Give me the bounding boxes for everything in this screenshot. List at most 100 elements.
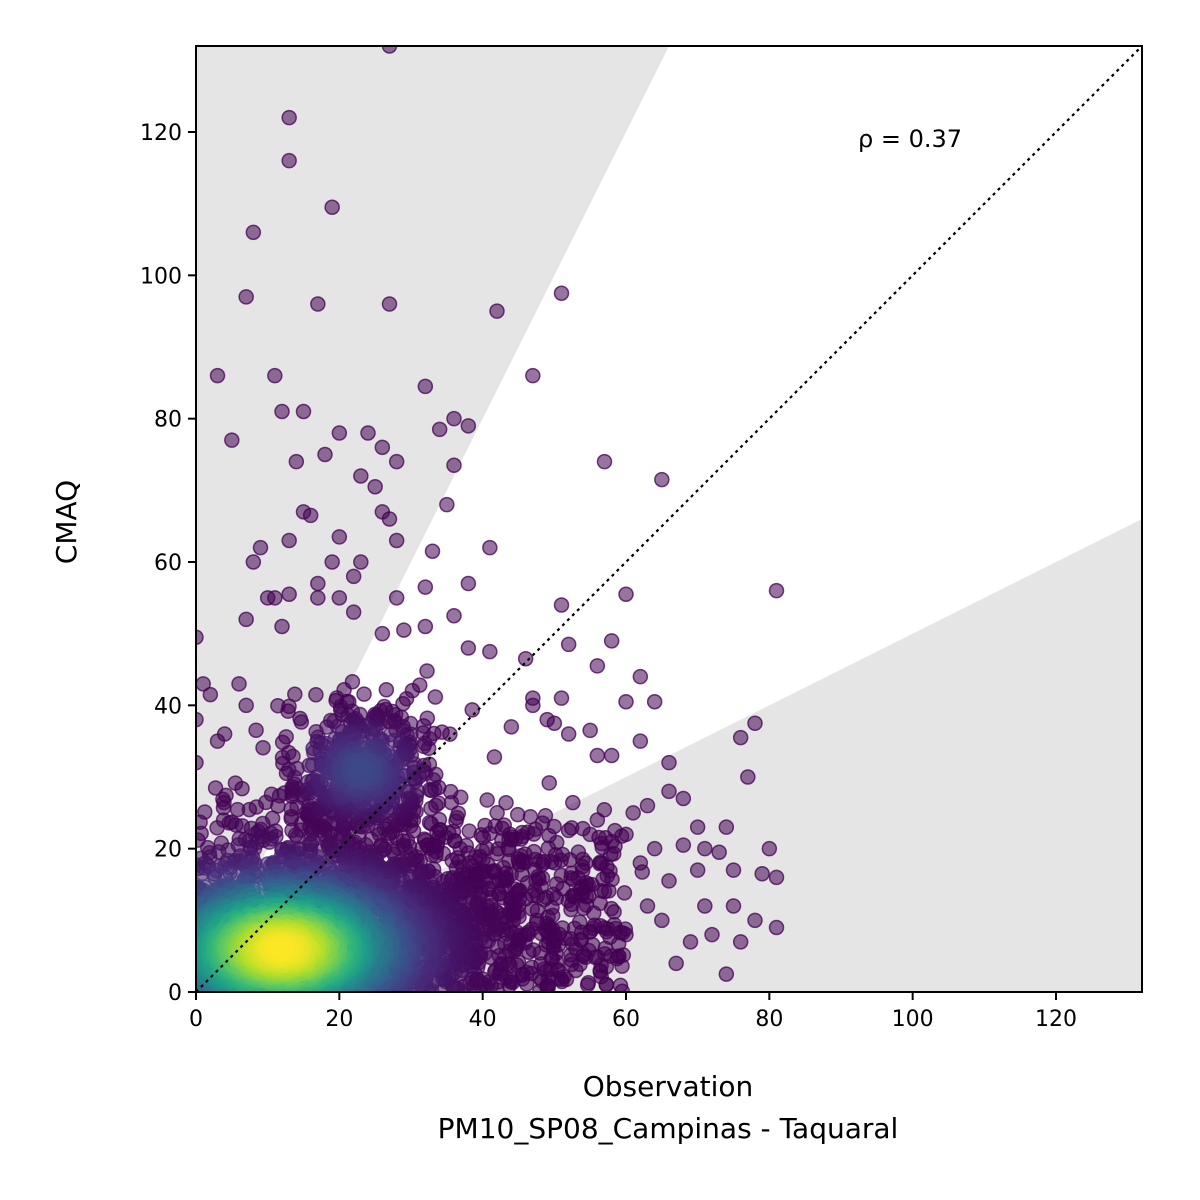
outlier-point (374, 439, 391, 456)
density-point (378, 682, 395, 698)
outlier-point (374, 625, 391, 642)
outlier-point (482, 539, 498, 556)
density-point (278, 729, 294, 745)
outlier-point (460, 640, 477, 656)
density-point (634, 864, 650, 880)
outlier-point (768, 582, 785, 599)
outlier-point (417, 618, 434, 635)
outlier-point (381, 511, 398, 527)
outlier-point (310, 296, 326, 312)
outlier-point (424, 543, 441, 559)
outlier-point (546, 715, 563, 731)
x-tick-label: 20 (325, 1007, 353, 1032)
outlier-point (625, 805, 641, 821)
outlier-point (317, 446, 333, 463)
outlier-point (381, 46, 398, 54)
correlation-annotation: ρ = 0.37 (858, 125, 962, 153)
density-point (209, 820, 225, 836)
outlier-point (267, 367, 283, 384)
outlier-point (460, 575, 477, 592)
outlier-point (238, 611, 254, 628)
density-point (596, 802, 613, 818)
x-tick-label: 80 (755, 1007, 783, 1032)
outlier-point (310, 575, 326, 592)
outlier-point (553, 690, 570, 706)
outlier-point (697, 840, 713, 857)
x-tick-label: 120 (1035, 1007, 1077, 1032)
outlier-point (675, 790, 692, 807)
outlier-point (267, 590, 283, 606)
density-point (421, 814, 438, 831)
outlier-point (238, 289, 254, 305)
outlier-point (209, 733, 226, 749)
density-point (540, 840, 557, 856)
density-point (461, 823, 478, 839)
outlier-point (417, 378, 434, 395)
outlier-point (310, 590, 326, 606)
outlier-point (754, 866, 770, 882)
outlier-point (345, 568, 362, 585)
x-tick-label: 0 (189, 1007, 203, 1032)
outlier-point (632, 733, 649, 749)
outlier-point (196, 754, 204, 771)
y-tick-label: 0 (168, 981, 182, 1006)
x-tick-label: 40 (469, 1007, 497, 1032)
density-point (464, 702, 480, 718)
scatter-points (196, 46, 785, 992)
outlier-point (603, 633, 620, 649)
outlier-point (231, 676, 247, 692)
outlier-point (281, 109, 297, 126)
outlier-point (396, 622, 412, 638)
outlier-point (682, 934, 699, 950)
density-point (356, 686, 372, 702)
y-tick-label: 20 (154, 838, 182, 863)
outlier-point (331, 590, 348, 606)
density-point (207, 780, 224, 796)
outlier-point (302, 507, 319, 524)
density-point (280, 703, 296, 719)
outlier-point (525, 367, 541, 384)
outlier-point (661, 873, 677, 889)
x-axis-ticks: 0 20 40 60 80 100 120 (189, 992, 1077, 1032)
density-point (308, 687, 324, 703)
outlier-point (238, 697, 254, 714)
x-tick-label: 100 (892, 1007, 934, 1032)
outlier-point (646, 840, 663, 857)
density-point (594, 839, 611, 856)
outlier-point (503, 719, 520, 735)
outlier-point (654, 471, 670, 488)
outlier-point (589, 747, 606, 764)
outlier-point (661, 783, 677, 800)
density-point (427, 689, 444, 705)
outlier-point (639, 797, 656, 814)
outlier-point (446, 410, 462, 427)
outlier-point (353, 554, 369, 570)
outlier-point (324, 554, 340, 570)
y-tick-label: 100 (140, 264, 182, 289)
outlier-point (431, 421, 448, 438)
outlier-point (295, 403, 312, 420)
outlier-point (439, 496, 455, 513)
density-point (248, 722, 264, 738)
outlier-point (596, 453, 613, 470)
outlier-point (517, 651, 534, 667)
y-tick-label: 120 (140, 121, 182, 146)
density-point (234, 780, 250, 797)
density-point (616, 885, 633, 901)
outlier-point (274, 618, 290, 635)
outlier-point (589, 658, 606, 674)
outlier-point (281, 152, 297, 169)
density-point (498, 794, 514, 811)
density-point (423, 800, 439, 817)
outlier-point (196, 711, 204, 728)
outlier-point (732, 934, 749, 950)
density-point (612, 977, 629, 992)
station-label: PM10_SP08_Campinas - Taquaral (438, 1112, 899, 1145)
outlier-point (718, 966, 735, 982)
outlier-point (525, 697, 541, 714)
outlier-point (618, 694, 634, 710)
outlier-point (725, 898, 742, 914)
outlier-point (489, 303, 505, 319)
outlier-point (388, 590, 405, 606)
